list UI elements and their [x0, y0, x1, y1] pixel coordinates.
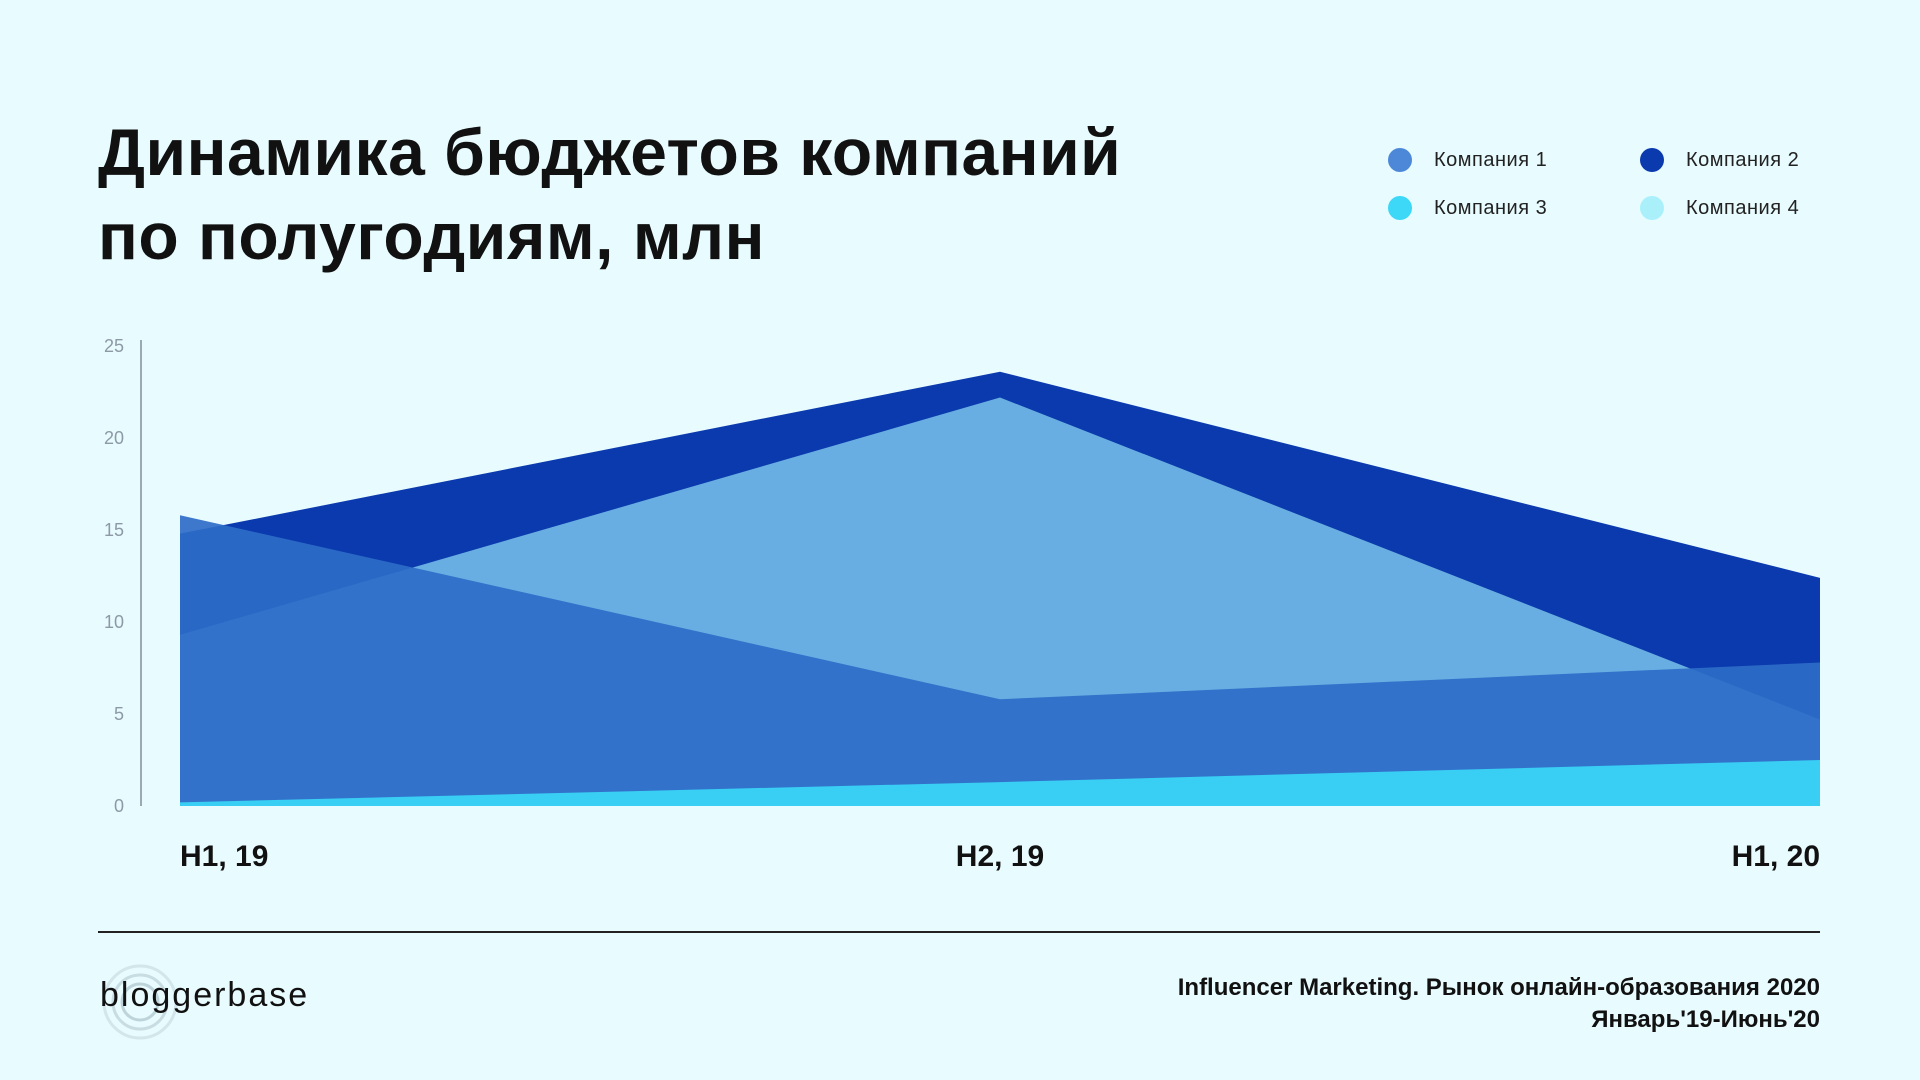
legend-item-company-4: Компания 4	[1640, 196, 1840, 220]
y-tick-label: 15	[104, 520, 124, 540]
legend-item-company-2: Компания 2	[1640, 148, 1840, 172]
legend-label-company-2: Компания 2	[1686, 148, 1800, 171]
legend-label-company-3: Компания 3	[1434, 196, 1548, 219]
bloggerbase-logo: bloggerbase	[100, 962, 310, 1040]
legend-item-company-1: Компания 1	[1388, 148, 1640, 172]
source-line-1: Influencer Marketing. Рынок онлайн-образ…	[1177, 974, 1820, 1001]
legend-label-company-4: Компания 4	[1686, 196, 1800, 219]
legend-item-company-3: Компания 3	[1388, 196, 1640, 220]
y-tick-label: 25	[104, 336, 124, 356]
logo-text: bloggerbase	[100, 976, 310, 1014]
chart-areas	[180, 371, 1820, 806]
legend-swatch-company-1	[1388, 148, 1412, 172]
source-note: Influencer Marketing. Рынок онлайн-образ…	[1178, 972, 1820, 1036]
y-tick-label: 5	[114, 704, 124, 724]
legend-swatch-company-3	[1388, 196, 1412, 220]
y-tick-label: 0	[114, 796, 124, 816]
x-tick-label: H1, 19	[180, 840, 268, 873]
y-axis: 0 5 10 15 20 25	[104, 336, 142, 816]
chart-legend: Компания 1 Компания 2 Компания 3 Компани…	[1388, 148, 1848, 220]
source-line-2: Январь'19-Июнь'20	[1591, 1006, 1820, 1033]
y-tick-label: 10	[104, 612, 124, 632]
legend-swatch-company-4	[1640, 196, 1664, 220]
chart-title-line-1: Динамика бюджетов компаний	[98, 115, 1122, 189]
area-компания-3	[180, 760, 1820, 806]
area-компания-1	[180, 515, 1820, 806]
y-tick-label: 20	[104, 428, 124, 448]
x-tick-label: H2, 19	[956, 840, 1044, 873]
footer-divider	[98, 931, 1820, 933]
x-tick-label: H1, 20	[1732, 840, 1820, 873]
legend-swatch-company-2	[1640, 148, 1664, 172]
area-chart: 0 5 10 15 20 25 H1, 19 H2, 19 H1, 20	[104, 336, 1820, 873]
chart-title-line-2: по полугодиям, млн	[98, 199, 765, 273]
logo-rings-icon	[102, 964, 178, 1040]
x-axis: H1, 19 H2, 19 H1, 20	[180, 840, 1820, 873]
legend-label-company-1: Компания 1	[1434, 148, 1548, 171]
chart-title: Динамика бюджетов компаний по полугодиям…	[98, 110, 1348, 278]
